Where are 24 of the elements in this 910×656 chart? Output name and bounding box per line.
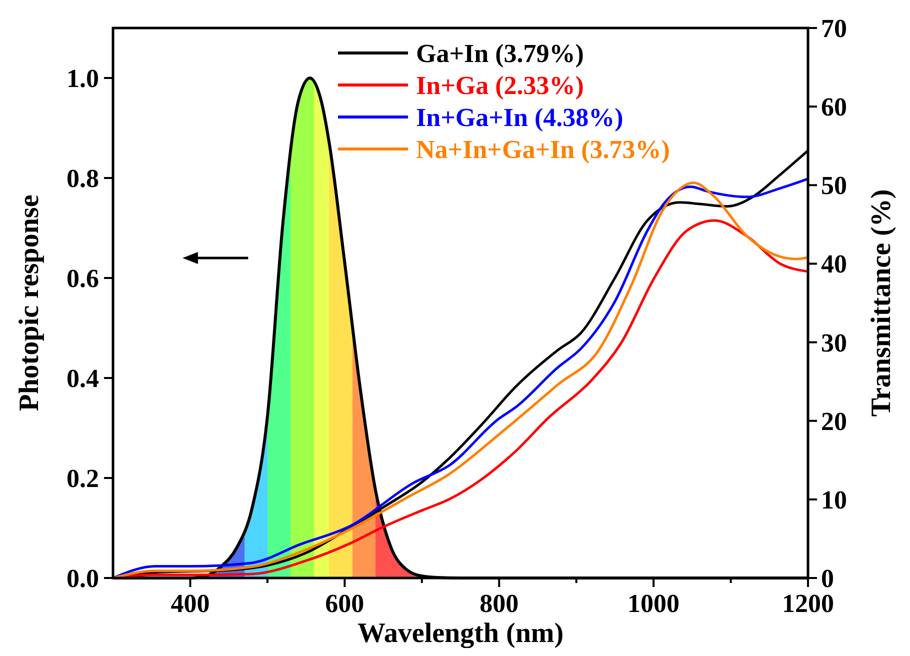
x-tick-label: 800 [480,589,519,618]
y2-tick-label: 50 [821,171,847,200]
legend-label: Na+In+Ga+In (3.73%) [416,135,670,164]
y2-tick-label: 30 [821,328,847,358]
y-tick-label: 0.6 [66,264,99,293]
y2-tick-label: 70 [821,14,847,43]
y2-axis-title: Transmittance (%) [866,189,897,417]
y2-tick-label: 20 [821,406,847,436]
y-axis-title: Photopic response [14,194,45,412]
y-tick-label: 1.0 [66,64,99,93]
y2-tick-label: 10 [821,485,847,514]
y-tick-label: 0.2 [66,464,99,493]
legend-label: In+Ga+In (4.38%) [416,103,624,132]
x-axis-title: Wavelength (nm) [357,618,564,649]
x-tick-label: 1000 [628,589,680,618]
x-tick-label: 400 [170,589,210,618]
legend-label: In+Ga (2.33%) [416,71,584,100]
y2-tick-label: 40 [821,250,847,279]
y-tick-label: 0.8 [66,164,99,193]
y-tick-label: 0.0 [66,564,99,593]
y2-tick-label: 60 [821,92,847,122]
y-tick-label: 0.4 [66,364,99,393]
x-tick-label: 600 [325,589,364,618]
legend-label: Ga+In (3.79%) [416,39,584,68]
